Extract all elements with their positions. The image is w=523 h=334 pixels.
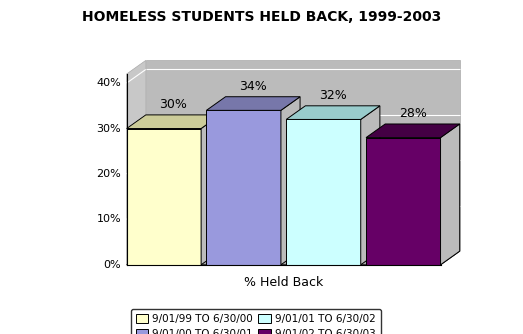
- Text: 20%: 20%: [97, 169, 121, 179]
- Text: 34%: 34%: [240, 80, 267, 93]
- Text: 30%: 30%: [160, 98, 187, 111]
- Polygon shape: [127, 129, 201, 265]
- Polygon shape: [146, 60, 460, 251]
- Polygon shape: [281, 97, 300, 265]
- Polygon shape: [366, 138, 440, 265]
- Polygon shape: [127, 251, 460, 265]
- Polygon shape: [207, 97, 300, 110]
- Polygon shape: [201, 115, 220, 265]
- Polygon shape: [361, 106, 380, 265]
- Text: 40%: 40%: [97, 78, 121, 88]
- Text: 28%: 28%: [399, 107, 427, 120]
- Text: HOMELESS STUDENTS HELD BACK, 1999-2003: HOMELESS STUDENTS HELD BACK, 1999-2003: [82, 10, 441, 24]
- Text: 0%: 0%: [104, 260, 121, 270]
- Text: % Held Back: % Held Back: [244, 276, 323, 289]
- Text: 32%: 32%: [319, 89, 347, 102]
- Polygon shape: [366, 124, 460, 138]
- Text: 10%: 10%: [97, 214, 121, 224]
- Polygon shape: [286, 106, 380, 120]
- Polygon shape: [440, 124, 460, 265]
- Polygon shape: [207, 110, 281, 265]
- Polygon shape: [127, 60, 146, 265]
- Polygon shape: [286, 120, 361, 265]
- Legend: 9/01/99 TO 6/30/00, 9/01/00 TO 6/30/01, 9/01/01 TO 6/30/02, 9/01/02 TO 6/30/03: 9/01/99 TO 6/30/00, 9/01/00 TO 6/30/01, …: [131, 309, 381, 334]
- Text: 30%: 30%: [97, 124, 121, 134]
- Polygon shape: [127, 115, 220, 129]
